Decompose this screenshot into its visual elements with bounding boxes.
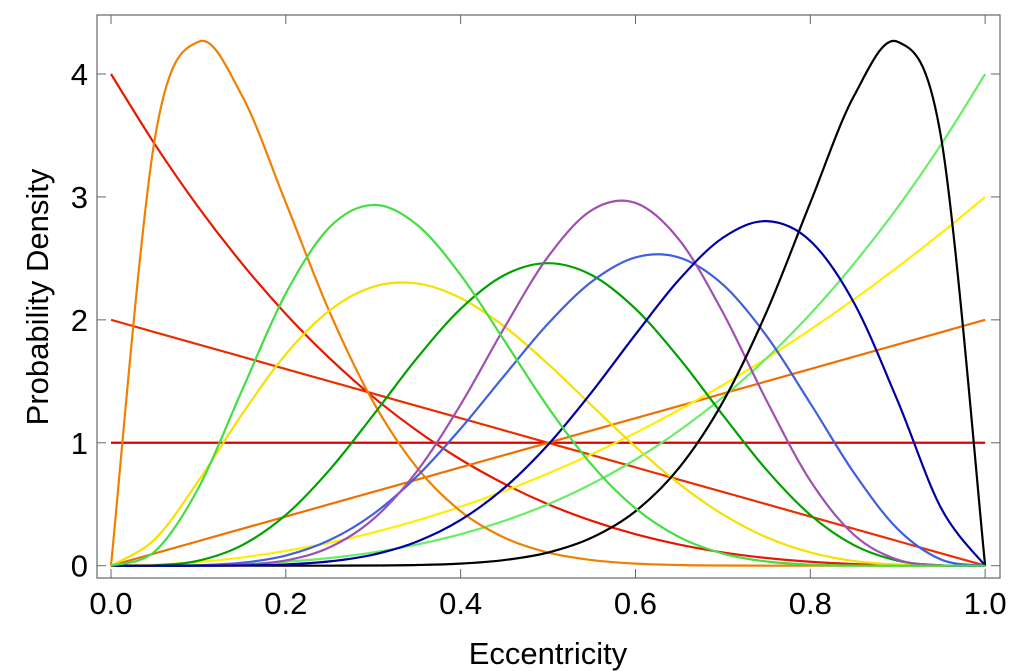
density-curve	[110, 220, 987, 567]
y-tick-label: 2	[71, 303, 88, 338]
x-tick-label: 1.0	[964, 586, 1007, 621]
density-curve	[110, 253, 986, 567]
x-tick-label: 0.2	[264, 586, 307, 621]
y-tick-label: 0	[71, 549, 88, 584]
density-curve	[110, 203, 986, 567]
y-tick-label: 4	[71, 57, 88, 92]
plot-area	[109, 39, 987, 568]
x-tick-label: 0.4	[439, 586, 482, 621]
density-curve	[110, 262, 986, 567]
density-curve	[110, 281, 986, 567]
x-tick-label: 0.0	[89, 586, 132, 621]
x-tick-label: 0.8	[789, 586, 832, 621]
x-tick-label: 0.6	[614, 586, 657, 621]
y-tick-label: 3	[71, 180, 88, 215]
plot-frame	[96, 14, 1001, 579]
density-curve	[110, 73, 986, 567]
y-tick-label: 1	[71, 426, 88, 461]
density-curve	[110, 196, 986, 567]
density-curve	[110, 318, 986, 567]
density-curve	[110, 73, 987, 567]
density-curve	[110, 199, 986, 568]
x-axis-label: Eccentricity	[469, 636, 628, 671]
y-axis-label: Probability Density	[20, 168, 55, 425]
